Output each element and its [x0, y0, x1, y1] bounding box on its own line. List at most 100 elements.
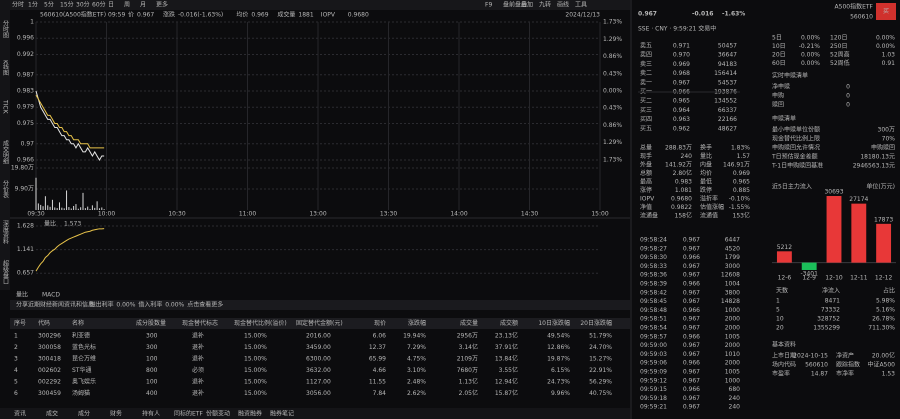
text: 均价 [700, 169, 712, 177]
x-tick-label: 12-9 [802, 275, 816, 282]
tab[interactable]: 15分 [60, 1, 74, 9]
x-tick-label: 12-10 [825, 275, 843, 282]
table-cell: 3 [14, 356, 18, 363]
table-cell: 1 [14, 333, 18, 340]
text: 0.967 [683, 298, 700, 305]
table-cell: 15.00% [244, 390, 267, 397]
tool[interactable]: 叠加 [521, 1, 533, 9]
tab[interactable]: 周 [124, 2, 130, 9]
tool[interactable]: 工具 [575, 2, 587, 9]
tab[interactable]: 融券笔记 [270, 410, 294, 418]
buy-button-bg[interactable] [876, 3, 896, 20]
text: 最小申赎单位份额 [772, 126, 820, 134]
text: 0.967 [683, 342, 700, 349]
x-tick-label: 09:30 [27, 211, 44, 218]
bar [826, 196, 842, 263]
nav[interactable]: TICK [2, 99, 9, 115]
text: 5 [776, 307, 780, 314]
table-cell: 300459 [38, 390, 61, 397]
nav[interactable]: 超级盘口 [2, 259, 9, 285]
table-cell: 300 [146, 333, 158, 340]
table-header: 成分股数量 [136, 319, 166, 327]
tab[interactable]: 持有人 [142, 410, 160, 418]
text: 250日 [830, 43, 847, 50]
x-tick-label: 10:30 [168, 211, 185, 218]
table-cell: 2 [14, 344, 18, 351]
table-cell: 15.00% [244, 367, 267, 374]
y2-tick-label: 0.43% [603, 105, 622, 112]
text: 328752 [817, 316, 840, 323]
table-cell: 4.75% [407, 356, 426, 363]
tool[interactable]: 盘前盘后 [503, 1, 527, 9]
table-header: 20日涨跌幅 [580, 319, 612, 327]
buy-button[interactable]: 买 [883, 7, 889, 15]
table-cell: 002292 [38, 379, 61, 386]
text: 0.966 [683, 333, 700, 340]
text: 14.87 [811, 371, 828, 378]
tab[interactable]: 量比 [16, 291, 28, 299]
tool[interactable]: 画线 [557, 1, 569, 9]
text: 净流入 [822, 287, 840, 295]
text: 0.965 [673, 98, 690, 105]
y2-tick-label: 1.29% [603, 139, 622, 146]
table-cell: 300418 [38, 356, 61, 363]
tool[interactable]: F9 [485, 2, 492, 9]
nav[interactable]: 分价表 [2, 179, 9, 199]
table-cell: 15.00% [244, 379, 267, 386]
y-tick-label: 1.141 [17, 246, 34, 253]
text: 1.573 [64, 221, 81, 228]
tab[interactable]: 5分 [44, 1, 54, 9]
table-cell: 24.70% [589, 344, 612, 351]
tab[interactable]: 1分 [28, 1, 38, 9]
text: 5.16% [876, 307, 895, 314]
text: 158亿 [675, 212, 692, 220]
y-tick-label: 1.628 [17, 223, 34, 230]
text: 0.00% [801, 52, 820, 59]
tab[interactable]: 财务 [110, 410, 122, 418]
text: IOPV [321, 12, 336, 19]
text: 申购赎回允许情况 [772, 144, 820, 152]
text: -0.016(-1.63%) [178, 12, 223, 19]
tab[interactable]: 同标的ETF [174, 410, 203, 418]
text: 0.885 [733, 187, 750, 194]
text: 净申赎 [772, 83, 790, 91]
tab[interactable]: 月 [140, 2, 146, 9]
tab[interactable]: 成分 [78, 410, 90, 418]
nav[interactable]: 深度资料 [2, 219, 9, 245]
text: 0.969 [673, 61, 690, 68]
nav[interactable]: K线图 [2, 60, 9, 77]
notice: 分享近期财经新闻资讯和信息 [16, 301, 94, 309]
text: 0.966 [683, 281, 700, 288]
text: 09:59:03 [640, 351, 667, 358]
tab[interactable]: 分时 [12, 1, 24, 9]
table-cell: 49.54% [547, 333, 570, 340]
text: 上市日期 [772, 352, 796, 360]
text: 680 [729, 386, 741, 393]
table-cell: 2.48% [407, 379, 426, 386]
tab[interactable]: MACD [42, 292, 60, 299]
text: 09:58:48 [640, 307, 667, 314]
nav[interactable]: 成交明细 [2, 139, 9, 165]
tab[interactable]: 成交 [46, 410, 58, 418]
tab[interactable]: 日 [108, 2, 114, 9]
tab[interactable]: 融资融券 [238, 410, 262, 418]
tab[interactable]: 更多 [156, 1, 168, 9]
tab[interactable]: 30分 [76, 1, 90, 9]
table-cell: 3.55亿 [499, 366, 518, 374]
text: 1.53 [882, 371, 896, 378]
text: 2946563.13元 [853, 163, 895, 170]
text: 卖二 [640, 70, 652, 77]
tab[interactable]: 资讯 [14, 410, 26, 418]
tool[interactable]: 九转 [539, 1, 551, 9]
text: 10 [776, 316, 784, 323]
text: 52周低 [830, 59, 850, 67]
text: 1799 [725, 254, 740, 261]
text: 134552 [714, 98, 737, 105]
nav[interactable]: 分时图 [2, 19, 9, 39]
table-cell: 汤姆猫 [72, 389, 90, 397]
table-cell: 蓝色光标 [72, 343, 96, 351]
tab[interactable]: 份额变动 [206, 410, 230, 418]
text: 6447 [725, 237, 740, 244]
tab[interactable]: 60分 [92, 1, 106, 9]
y2-tick-label: 1.73% [603, 19, 622, 26]
